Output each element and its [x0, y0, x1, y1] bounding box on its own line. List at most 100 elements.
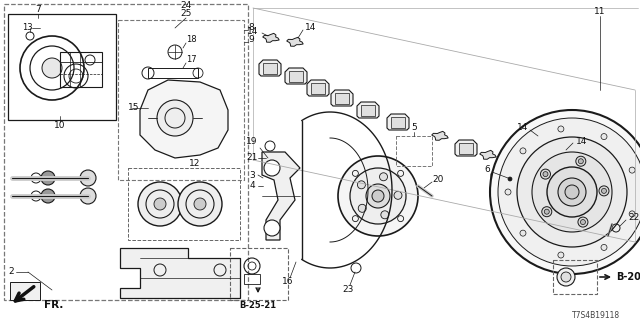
Circle shape	[372, 190, 384, 202]
Text: 11: 11	[595, 7, 605, 17]
Circle shape	[540, 169, 550, 179]
Bar	[391, 117, 405, 128]
Circle shape	[358, 204, 366, 212]
Polygon shape	[287, 37, 303, 46]
Bar	[128, 168, 240, 240]
Text: 15: 15	[128, 103, 140, 113]
Circle shape	[42, 58, 62, 78]
Circle shape	[80, 188, 96, 204]
Polygon shape	[432, 131, 448, 140]
Text: 13: 13	[22, 23, 33, 33]
Polygon shape	[455, 140, 477, 156]
Text: T7S4B19118: T7S4B19118	[572, 310, 620, 319]
Circle shape	[629, 167, 635, 173]
Text: 18: 18	[186, 36, 196, 44]
Circle shape	[558, 252, 564, 258]
Bar	[553, 260, 597, 294]
Circle shape	[558, 126, 564, 132]
Circle shape	[41, 171, 55, 185]
Text: 7: 7	[35, 5, 41, 14]
Circle shape	[558, 178, 586, 206]
Circle shape	[520, 148, 526, 154]
Bar	[230, 248, 288, 300]
Circle shape	[264, 220, 280, 236]
Text: 14: 14	[305, 23, 316, 33]
Circle shape	[490, 110, 640, 274]
Bar	[244, 274, 260, 284]
Circle shape	[41, 189, 55, 203]
Bar	[289, 71, 303, 82]
Polygon shape	[491, 170, 513, 186]
Text: 10: 10	[54, 122, 66, 131]
Circle shape	[366, 184, 390, 208]
Text: 21: 21	[246, 154, 258, 163]
Bar	[8, 14, 116, 120]
Circle shape	[602, 188, 607, 193]
Circle shape	[178, 182, 222, 226]
Circle shape	[544, 209, 549, 214]
Circle shape	[498, 118, 640, 266]
Text: 6: 6	[484, 165, 490, 174]
Polygon shape	[544, 192, 566, 208]
Bar	[311, 83, 325, 94]
Bar	[495, 173, 509, 184]
Text: 17: 17	[186, 55, 196, 65]
Text: 5: 5	[411, 124, 417, 132]
Circle shape	[532, 152, 612, 232]
Circle shape	[576, 156, 586, 166]
Polygon shape	[307, 80, 329, 96]
Circle shape	[578, 217, 588, 227]
Polygon shape	[262, 33, 279, 42]
Circle shape	[154, 198, 166, 210]
Circle shape	[264, 160, 280, 176]
Bar	[459, 143, 473, 154]
Circle shape	[381, 211, 389, 219]
Circle shape	[520, 230, 526, 236]
Polygon shape	[262, 152, 300, 240]
Bar	[361, 105, 375, 116]
Polygon shape	[502, 155, 518, 164]
Circle shape	[561, 272, 571, 282]
Text: 9: 9	[248, 36, 253, 44]
Text: 25: 25	[180, 10, 192, 19]
Text: B-25-21: B-25-21	[239, 301, 276, 310]
Circle shape	[357, 181, 365, 189]
Circle shape	[508, 177, 512, 181]
Text: 8: 8	[248, 23, 253, 33]
Bar	[60, 52, 102, 87]
Circle shape	[601, 133, 607, 140]
Bar	[148, 68, 198, 78]
Text: 2: 2	[8, 268, 13, 276]
Circle shape	[350, 168, 406, 224]
Polygon shape	[259, 60, 281, 76]
Polygon shape	[120, 248, 240, 298]
Text: 19: 19	[246, 138, 258, 147]
Circle shape	[505, 189, 511, 195]
Circle shape	[80, 170, 96, 186]
Circle shape	[394, 191, 402, 199]
Polygon shape	[285, 68, 307, 84]
Text: 20: 20	[432, 175, 444, 185]
Circle shape	[547, 167, 597, 217]
Text: 3: 3	[249, 171, 255, 180]
Polygon shape	[517, 180, 539, 196]
Text: 4: 4	[249, 181, 255, 190]
Circle shape	[338, 156, 418, 236]
Circle shape	[380, 173, 387, 181]
Bar	[335, 93, 349, 104]
Text: 23: 23	[342, 285, 354, 294]
Text: 22: 22	[628, 213, 639, 222]
Circle shape	[157, 100, 193, 136]
Circle shape	[542, 207, 552, 217]
Text: B-20-30: B-20-30	[616, 272, 640, 282]
Circle shape	[194, 198, 206, 210]
Circle shape	[580, 220, 586, 225]
Polygon shape	[480, 150, 496, 159]
Circle shape	[543, 172, 548, 177]
Circle shape	[601, 244, 607, 251]
Bar	[396, 136, 432, 166]
Polygon shape	[357, 102, 379, 118]
Circle shape	[138, 182, 182, 226]
Circle shape	[517, 137, 627, 247]
Bar	[548, 195, 562, 206]
